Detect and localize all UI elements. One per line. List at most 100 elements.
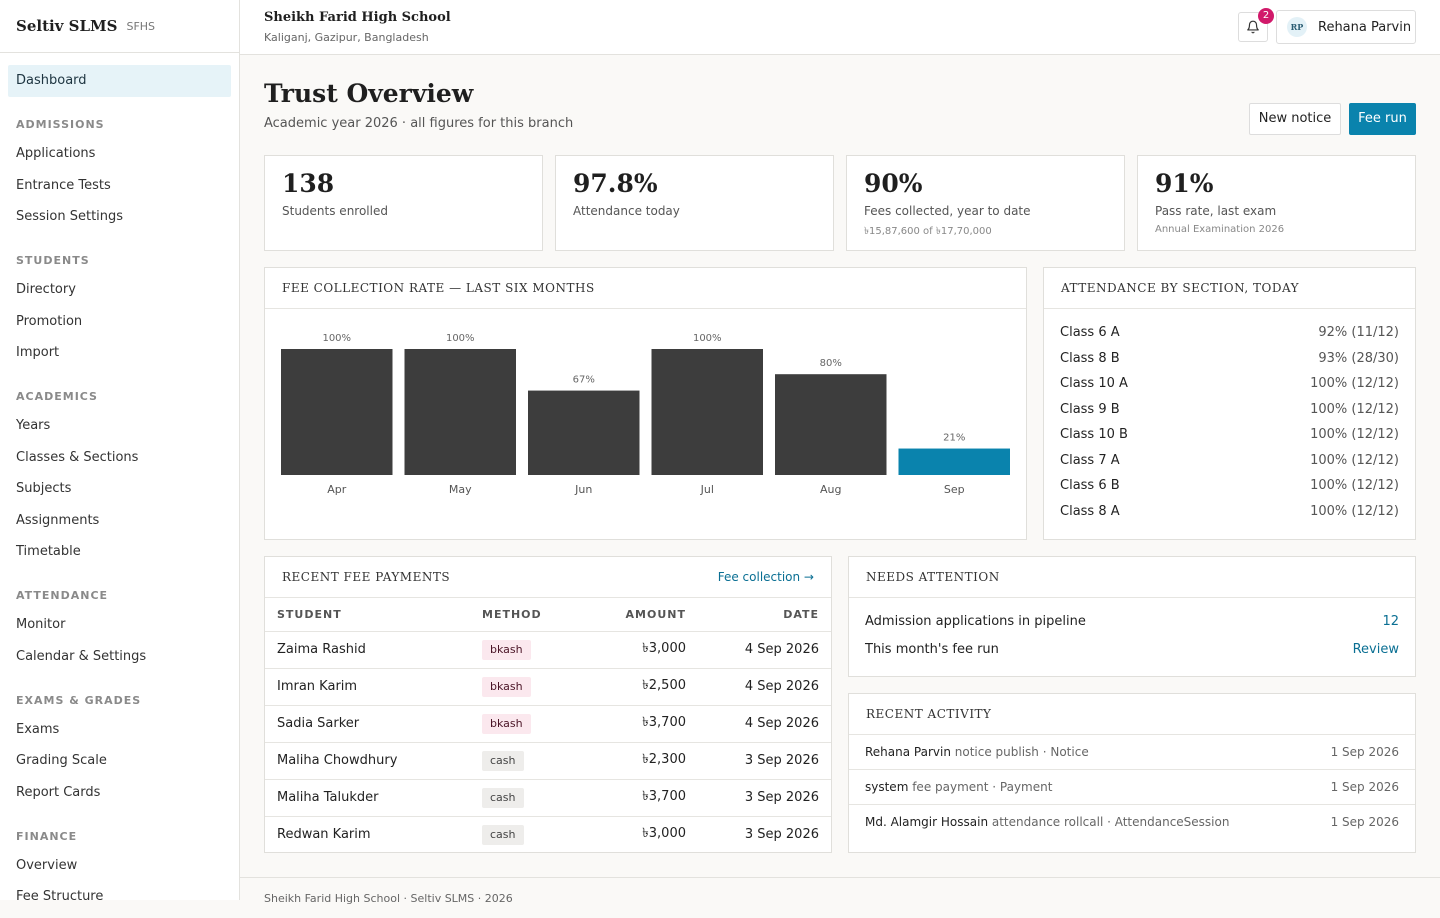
recent-activity-card: RECENT ACTIVITY Rehana Parvin notice pub… xyxy=(848,693,1416,853)
sidebar-item-report-cards[interactable]: Report Cards xyxy=(16,784,101,800)
top-header: Sheikh Farid High School Kaliganj, Gazip… xyxy=(240,0,1440,55)
avatar: RP xyxy=(1287,17,1307,37)
bar-sep xyxy=(898,448,1010,475)
user-menu-button[interactable]: RP Rehana Parvin xyxy=(1276,10,1416,44)
attendance-by-section-card: ATTENDANCE BY SECTION, TODAY Class 6 A 92… xyxy=(1043,267,1416,540)
section-name: Class 7 A xyxy=(1060,452,1120,468)
review-fee-run-link[interactable]: Review xyxy=(1352,642,1399,657)
fee-collection-link[interactable]: Fee collection → xyxy=(717,570,814,584)
table-row[interactable]: Sadia Sarker bkash ৳3,700 4 Sep 2026 xyxy=(265,705,831,743)
fee-collection-chart-card: FEE COLLECTION RATE — LAST SIX MONTHS 10… xyxy=(264,267,1027,540)
list-item: Class 10 B 100% (12/12) xyxy=(1060,427,1399,447)
payment-method-badge: cash xyxy=(482,824,524,845)
attention-row-applications: Admission applications in pipeline 12 xyxy=(865,614,1399,634)
applications-count-link[interactable]: 12 xyxy=(1382,614,1399,629)
sidebar-item-assignments[interactable]: Assignments xyxy=(16,512,100,528)
stat-card-fees: 90% Fees collected, year to date ৳15,87,… xyxy=(846,155,1125,251)
amount-cell: ৳3,000 xyxy=(618,631,686,669)
column-header-method[interactable]: METHOD xyxy=(470,598,618,632)
list-item: Class 8 B 93% (28/30) xyxy=(1060,351,1399,371)
stat-card-students: 138 Students enrolled xyxy=(264,155,543,251)
sidebar-item-applications[interactable]: Applications xyxy=(16,146,96,161)
section-name: Class 8 A xyxy=(1060,503,1120,519)
list-item: Class 7 A 100% (12/12) xyxy=(1060,453,1399,473)
student-cell: Maliha Talukder xyxy=(265,779,470,817)
bar-data-label: 21% xyxy=(943,433,965,444)
activity-item: Rehana Parvin notice publish · Notice 1 S… xyxy=(849,735,1415,770)
table-row[interactable]: Imran Karim bkash ৳2,500 4 Sep 2026 xyxy=(265,668,831,706)
stat-value: 91% xyxy=(1155,169,1214,198)
sidebar-item-import[interactable]: Import xyxy=(16,345,60,360)
sidebar-item-subjects[interactable]: Subjects xyxy=(16,481,72,496)
sidebar-section-admissions: ADMISSIONS xyxy=(16,118,105,131)
sidebar: Seltiv SLMS SFHS Dashboard ADMISSIONS App… xyxy=(0,0,240,900)
x-tick-label: Aug xyxy=(820,483,841,496)
sidebar-item-timetable[interactable]: Timetable xyxy=(16,544,81,559)
column-header-date[interactable]: DATE xyxy=(686,598,831,632)
page-title: Trust Overview xyxy=(264,79,474,108)
payment-method-badge: cash xyxy=(482,787,524,808)
brand-name: Seltiv SLMS xyxy=(16,17,118,35)
stat-value: 138 xyxy=(282,169,335,198)
bar-jun xyxy=(528,390,640,475)
column-header-student[interactable]: STUDENT xyxy=(265,598,470,632)
sidebar-item-directory[interactable]: Directory xyxy=(16,282,76,297)
column-header-amount[interactable]: AMOUNT xyxy=(618,598,686,632)
x-tick-label: Apr xyxy=(327,483,347,496)
sidebar-item-classes-sections[interactable]: Classes & Sections xyxy=(16,449,139,465)
fee-run-button[interactable]: Fee run xyxy=(1349,103,1416,135)
activity-description: notice publish · Notice xyxy=(950,745,1089,759)
sidebar-item-monitor[interactable]: Monitor xyxy=(16,617,66,632)
section-name: Class 9 B xyxy=(1060,401,1120,417)
section-name: Class 6 B xyxy=(1060,478,1120,493)
method-cell: cash xyxy=(470,816,618,853)
sidebar-item-dashboard[interactable]: Dashboard xyxy=(8,65,231,97)
method-cell: bkash xyxy=(470,631,618,669)
date-cell: 4 Sep 2026 xyxy=(686,631,831,669)
x-tick-label: Jul xyxy=(700,483,714,496)
section-attendance-value: 100% (12/12) xyxy=(1310,452,1399,468)
section-name: Class 10 B xyxy=(1060,427,1128,442)
section-attendance-value: 100% (12/12) xyxy=(1310,478,1399,493)
section-name: Class 6 A xyxy=(1060,325,1120,340)
date-cell: 3 Sep 2026 xyxy=(686,742,831,780)
sidebar-item-exams[interactable]: Exams xyxy=(16,721,60,737)
method-cell: bkash xyxy=(470,668,618,706)
list-item: Class 10 A 100% (12/12) xyxy=(1060,376,1399,396)
sidebar-item-calendar-settings[interactable]: Calendar & Settings xyxy=(16,648,147,664)
bar-data-label: 100% xyxy=(693,333,722,344)
table-header-row: STUDENT METHOD AMOUNT DATE xyxy=(265,598,831,632)
needs-attention-title: NEEDS ATTENTION xyxy=(849,557,1415,598)
brand-code: SFHS xyxy=(126,19,156,33)
table-row[interactable]: Maliha Talukder cash ৳3,700 3 Sep 2026 xyxy=(265,779,831,817)
table-row[interactable]: Redwan Karim cash ৳3,000 3 Sep 2026 xyxy=(265,816,831,853)
sidebar-item-years[interactable]: Years xyxy=(16,418,51,433)
sidebar-item-session-settings[interactable]: Session Settings xyxy=(16,209,124,224)
table-row[interactable]: Zaima Rashid bkash ৳3,000 4 Sep 2026 xyxy=(265,631,831,669)
sidebar-item-fee-structure[interactable]: Fee Structure xyxy=(16,889,104,900)
notifications-button[interactable]: 2 xyxy=(1238,8,1274,42)
section-attendance-value: 100% (12/12) xyxy=(1310,427,1399,442)
sidebar-item-overview[interactable]: Overview xyxy=(16,857,78,873)
attention-label: Admission applications in pipeline xyxy=(865,614,1086,629)
recent-activity-title: RECENT ACTIVITY xyxy=(849,694,1415,735)
sidebar-section-attendance: ATTENDANCE xyxy=(16,589,109,602)
new-notice-button[interactable]: New notice xyxy=(1249,103,1341,135)
sidebar-item-grading-scale[interactable]: Grading Scale xyxy=(16,753,107,768)
stat-note: ৳15,87,600 of ৳17,70,000 xyxy=(864,226,992,237)
activity-item: system fee payment · Payment 1 Sep 2026 xyxy=(849,770,1415,805)
sidebar-item-entrance-tests[interactable]: Entrance Tests xyxy=(16,177,111,193)
table-row[interactable]: Maliha Chowdhury cash ৳2,300 3 Sep 2026 xyxy=(265,742,831,780)
section-attendance-value: 92% (11/12) xyxy=(1318,325,1399,340)
date-cell: 3 Sep 2026 xyxy=(744,827,819,843)
payments-card-header: RECENT FEE PAYMENTS Fee collection → xyxy=(265,557,831,598)
attendance-card-title: ATTENDANCE BY SECTION, TODAY xyxy=(1044,268,1415,309)
section-attendance-value: 93% (28/30) xyxy=(1318,350,1399,366)
x-tick-label: Sep xyxy=(944,483,965,496)
school-location: Kaliganj, Gazipur, Bangladesh xyxy=(264,31,429,44)
list-item: Class 9 B 100% (12/12) xyxy=(1060,402,1399,422)
payment-method-badge: cash xyxy=(482,750,524,771)
sidebar-item-promotion[interactable]: Promotion xyxy=(16,313,83,329)
sidebar-section-academics: ACADEMICS xyxy=(16,390,98,403)
method-cell: cash xyxy=(470,779,618,817)
